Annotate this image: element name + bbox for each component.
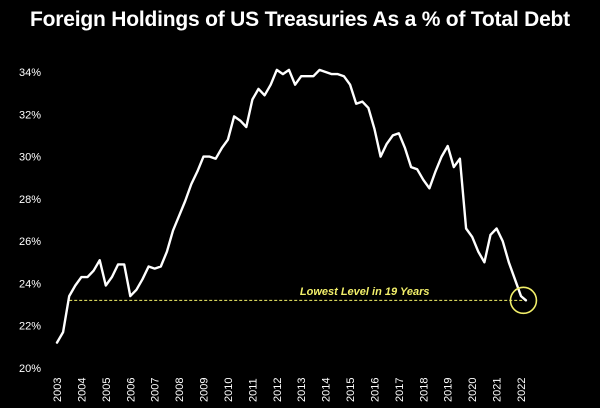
x-tick-label: 2021 <box>492 378 504 402</box>
highlight-circle <box>509 286 538 315</box>
series-points <box>56 69 527 343</box>
x-tick-label: 2015 <box>345 378 357 402</box>
x-tick-label: 2004 <box>76 378 88 402</box>
x-tick-label: 2006 <box>125 378 137 402</box>
x-tick-label: 2007 <box>150 378 162 402</box>
x-tick-label: 2018 <box>418 378 430 402</box>
y-tick-label: 20% <box>19 363 41 375</box>
x-tick-label: 2009 <box>199 378 211 402</box>
chart-title: Foreign Holdings of US Treasuries As a %… <box>30 8 570 31</box>
x-axis-ticks: 2003 2004 2005 2006 2007 2008 2009 2010 2011 2012… <box>52 378 528 402</box>
y-axis-ticks: 20% 22% 24% 26% 28% 30% 32% 34% <box>19 67 41 375</box>
x-tick-label: 2022 <box>516 378 528 402</box>
x-tick-label: 2019 <box>443 378 455 402</box>
y-tick-label: 24% <box>19 278 41 290</box>
y-tick-label: 26% <box>19 236 41 248</box>
x-tick-label: 2008 <box>174 378 186 402</box>
x-tick-label: 2010 <box>223 378 235 402</box>
x-tick-label: 2016 <box>369 378 381 402</box>
x-tick-label: 2014 <box>321 378 333 402</box>
y-tick-label: 22% <box>19 321 41 333</box>
x-tick-label: 2003 <box>52 378 64 402</box>
x-tick-label: 2017 <box>394 378 406 402</box>
y-tick-label: 28% <box>19 194 41 206</box>
x-tick-label: 2020 <box>467 378 479 402</box>
y-tick-label: 30% <box>19 152 41 164</box>
y-tick-label: 32% <box>19 109 41 121</box>
series-line-foreign-holdings <box>55 68 528 344</box>
x-tick-label: 2012 <box>272 378 284 402</box>
x-tick-label: 2005 <box>101 378 113 402</box>
x-tick-label: 2011 <box>247 378 259 402</box>
annotation-lowest-level: Lowest Level in 19 Years <box>300 286 430 298</box>
x-tick-label: 2013 <box>296 378 308 402</box>
y-tick-label: 34% <box>19 67 41 79</box>
